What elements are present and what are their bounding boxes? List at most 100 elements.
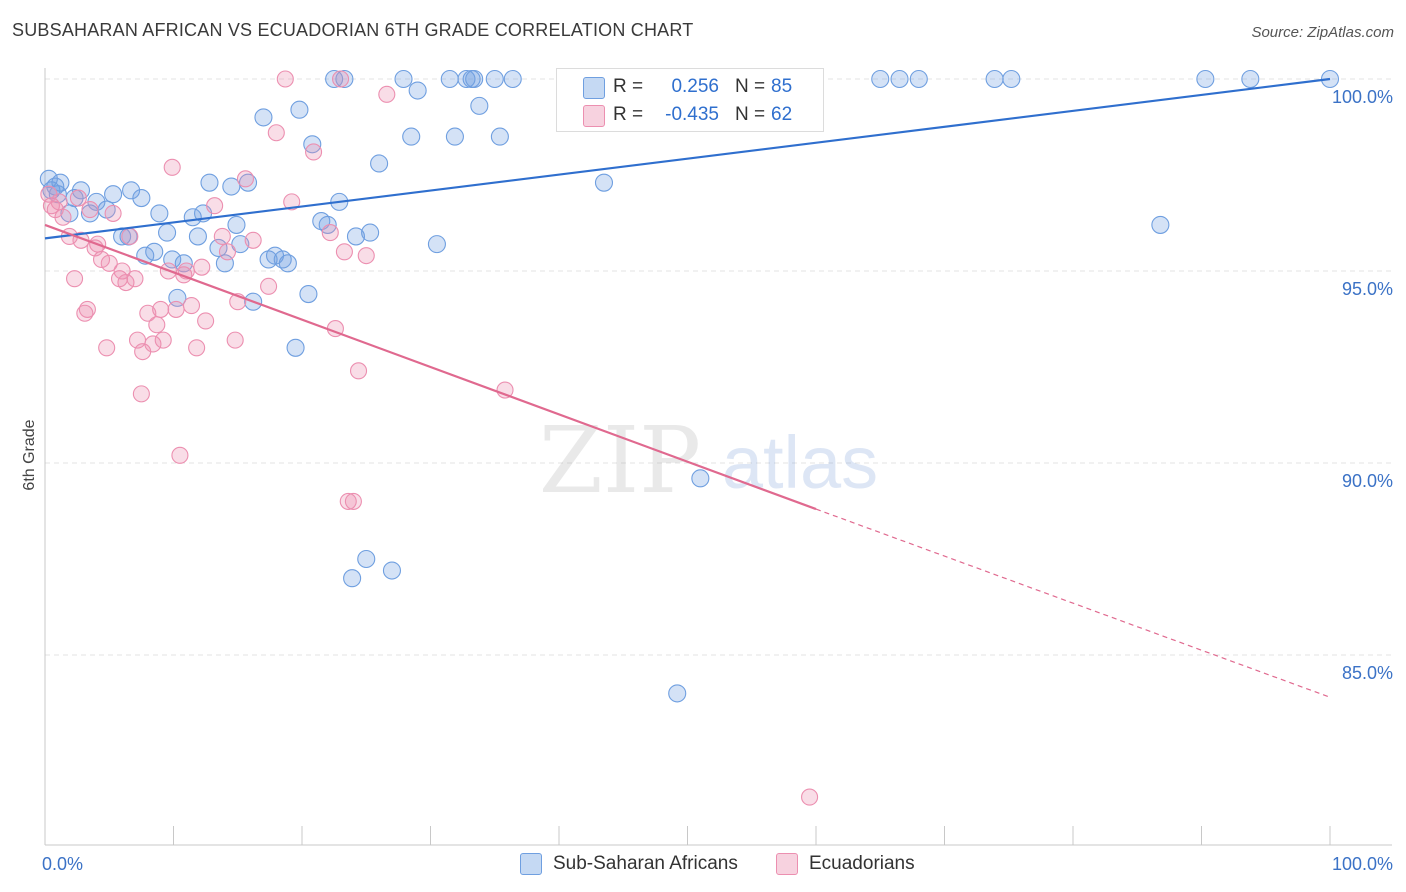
trend-line-subsaharan bbox=[44, 77, 1331, 240]
stats-box: R = 0.256 N = 85 R = -0.435 N = 62 bbox=[556, 68, 824, 132]
point-ecuadorian bbox=[344, 492, 362, 510]
point-subsaharan bbox=[394, 69, 413, 89]
chart-title: SUBSAHARAN AFRICAN VS ECUADORIAN 6TH GRA… bbox=[12, 20, 694, 40]
point-ecuadorian bbox=[121, 227, 139, 245]
point-ecuadorian bbox=[81, 201, 99, 219]
point-subsaharan bbox=[427, 235, 446, 254]
point-ecuadorian bbox=[378, 85, 396, 103]
tick-labels: 85.0% 90.0% 95.0% 100.0% 0.0% 100.0% bbox=[42, 87, 1393, 874]
point-ecuadorian bbox=[100, 254, 118, 272]
point-ecuadorian bbox=[357, 247, 375, 265]
point-subsaharan bbox=[335, 69, 354, 89]
point-subsaharan bbox=[227, 215, 246, 234]
legend-label-subsaharan: Sub-Saharan Africans bbox=[553, 853, 738, 874]
axes bbox=[44, 68, 1392, 846]
point-subsaharan bbox=[132, 188, 151, 208]
stats-r-label: R = bbox=[613, 76, 644, 97]
x-tick-label-start: 0.0% bbox=[42, 854, 83, 874]
point-ecuadorian bbox=[283, 193, 301, 211]
point-ecuadorian bbox=[197, 312, 215, 330]
point-ecuadorian bbox=[260, 277, 278, 295]
point-subsaharan bbox=[286, 338, 305, 357]
point-ecuadorian bbox=[236, 170, 255, 188]
point-subsaharan bbox=[1002, 69, 1021, 89]
point-subsaharan bbox=[299, 284, 318, 304]
point-ecuadorian bbox=[226, 331, 244, 349]
point-ecuadorian bbox=[163, 158, 181, 176]
point-ecuadorian bbox=[801, 788, 819, 806]
point-ecuadorian bbox=[69, 189, 87, 207]
point-subsaharan bbox=[209, 238, 228, 258]
point-subsaharan bbox=[691, 469, 710, 488]
point-ecuadorian bbox=[148, 316, 166, 334]
point-ecuadorian bbox=[167, 300, 185, 318]
point-subsaharan bbox=[51, 173, 70, 192]
point-ecuadorian bbox=[50, 193, 68, 211]
stats-n-label: N = bbox=[735, 104, 766, 125]
point-subsaharan bbox=[278, 254, 297, 273]
point-ecuadorian bbox=[139, 304, 157, 322]
point-subsaharan bbox=[254, 108, 273, 127]
y-tick-label: 90.0% bbox=[1342, 471, 1393, 491]
point-subsaharan bbox=[200, 173, 219, 192]
point-subsaharan bbox=[490, 127, 509, 146]
trend-line-ecuadorian-extension bbox=[815, 508, 1331, 698]
stats-row-ecuadorian: R = -0.435 N = 62 bbox=[557, 101, 823, 129]
point-ecuadorian bbox=[335, 243, 353, 261]
point-ecuadorian bbox=[218, 243, 237, 261]
point-subsaharan bbox=[325, 69, 344, 89]
point-ecuadorian bbox=[144, 335, 162, 353]
point-ecuadorian bbox=[66, 270, 84, 288]
point-subsaharan bbox=[150, 204, 169, 223]
stats-r-value: 0.256 bbox=[671, 76, 719, 97]
point-subsaharan bbox=[346, 227, 366, 246]
point-ecuadorian bbox=[276, 70, 294, 88]
point-subsaharan bbox=[222, 177, 241, 196]
stats-n-value: 85 bbox=[771, 76, 793, 97]
point-subsaharan bbox=[343, 569, 362, 588]
point-subsaharan bbox=[503, 69, 522, 89]
point-subsaharan bbox=[440, 69, 459, 89]
point-ecuadorian bbox=[126, 270, 144, 288]
watermark: ZIP atlas bbox=[539, 407, 878, 514]
point-subsaharan bbox=[594, 173, 614, 192]
point-subsaharan bbox=[361, 223, 380, 242]
point-ecuadorian bbox=[213, 227, 231, 245]
point-subsaharan bbox=[370, 154, 389, 173]
point-subsaharan bbox=[357, 549, 376, 569]
point-subsaharan bbox=[1151, 215, 1170, 234]
point-subsaharan bbox=[163, 250, 182, 269]
point-subsaharan bbox=[290, 100, 309, 119]
stats-r-value: -0.435 bbox=[665, 104, 719, 125]
point-ecuadorian bbox=[92, 250, 111, 269]
trend-lines bbox=[44, 77, 1331, 698]
point-ecuadorian bbox=[98, 339, 116, 357]
trend-line-ecuadorian bbox=[44, 223, 817, 511]
legend-swatch-subsaharan bbox=[520, 853, 542, 875]
stats-r-label: R = bbox=[613, 104, 644, 125]
point-ecuadorian bbox=[132, 385, 150, 403]
x-tick-label-end: 100.0% bbox=[1332, 854, 1393, 874]
point-ecuadorian bbox=[267, 124, 285, 142]
point-subsaharan bbox=[408, 81, 427, 100]
point-ecuadorian bbox=[188, 339, 206, 357]
point-ecuadorian bbox=[78, 300, 96, 318]
stats-n-value: 62 bbox=[771, 104, 793, 125]
point-ecuadorian bbox=[152, 300, 170, 318]
point-ecuadorian bbox=[349, 362, 368, 380]
point-subsaharan bbox=[890, 69, 909, 89]
point-ecuadorian bbox=[182, 297, 201, 315]
point-ecuadorian bbox=[171, 446, 189, 464]
watermark-atlas: atlas bbox=[722, 421, 878, 504]
point-subsaharan bbox=[80, 204, 100, 223]
point-subsaharan bbox=[445, 127, 464, 146]
stats-swatch-subsaharan bbox=[583, 77, 605, 99]
legend-label-ecuadorian: Ecuadorians bbox=[809, 853, 915, 874]
point-ecuadorian bbox=[104, 204, 122, 222]
point-ecuadorian bbox=[321, 224, 339, 242]
watermark-zip: ZIP bbox=[539, 407, 701, 514]
stats-swatch-ecuadorian bbox=[583, 105, 605, 127]
point-subsaharan bbox=[39, 169, 58, 188]
point-subsaharan bbox=[457, 69, 476, 89]
